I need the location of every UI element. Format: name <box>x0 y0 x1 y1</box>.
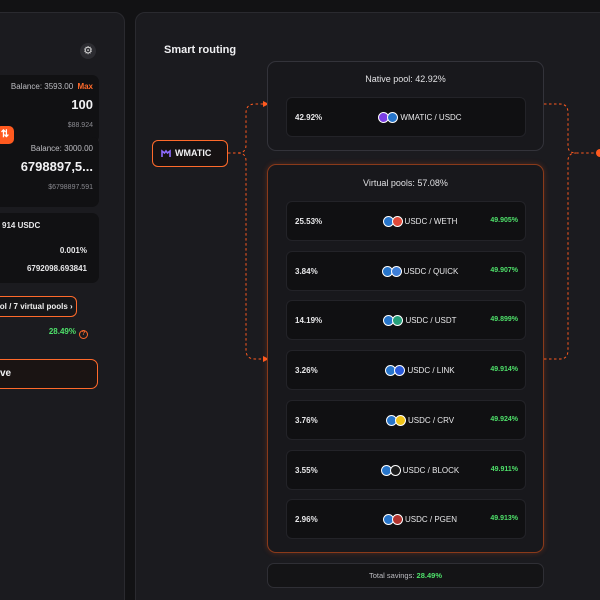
pool-row[interactable]: 2.96% USDC / PGEN 49.913% <box>286 499 526 540</box>
pool-share: 2.96% <box>295 515 318 525</box>
pool-pair: USDC / PGEN <box>365 514 475 526</box>
arrowhead-virtual <box>263 356 269 362</box>
connector-from-native <box>544 103 600 154</box>
exchange-rate: 914 USDC <box>2 221 41 230</box>
pool-share: 42.92% <box>295 113 323 122</box>
route-details-button[interactable]: pool / 7 virtual pools › <box>0 296 77 317</box>
pool-pair-label: USDC / LINK <box>407 366 455 376</box>
pool-share: 3.55% <box>295 465 318 475</box>
token-logo-icon <box>391 514 403 526</box>
savings-value: 28.49% <box>48 327 76 336</box>
connector-to-native <box>228 103 267 154</box>
to-balance-label: Balance: 3000.00 <box>30 144 93 153</box>
savings-row: 28.49%? <box>49 327 88 339</box>
pool-gain: 49.907% <box>490 266 518 274</box>
smart-routing-title: Smart routing <box>164 44 237 56</box>
pool-pair-label: USDC / USDT <box>405 316 457 326</box>
to-usd-value: $6798897.591 <box>48 184 93 191</box>
pool-pair-label: USDC / QUICK <box>403 266 459 276</box>
pool-row[interactable]: 42.92% WMATIC / USDC <box>286 97 526 137</box>
pool-pair-label: WMATIC / USDC <box>400 113 462 122</box>
pool-share: 3.26% <box>295 366 318 376</box>
pool-row[interactable]: 3.55% USDC / BLOCK 49.911% <box>286 449 526 490</box>
from-amount-input[interactable]: 100 <box>71 97 93 112</box>
pool-row[interactable]: 3.84% USDC / QUICK 49.907% <box>286 250 526 291</box>
source-token-pill[interactable]: WMATIC <box>152 140 228 167</box>
pool-pair: USDC / BLOCK <box>365 464 475 476</box>
pool-row[interactable]: 3.76% USDC / CRV 49.924% <box>286 399 526 440</box>
swap-direction-icon[interactable]: ⇅ <box>0 126 14 144</box>
native-pool-box: Native pool: 42.92% 42.92% WMATIC / USDC <box>267 61 544 151</box>
native-pool-title: Native pool: 42.92% <box>365 74 446 84</box>
fee-value: 0.001% <box>59 246 87 255</box>
pool-pair-label: USDC / WETH <box>404 217 458 226</box>
polygon-logo-icon <box>161 149 171 157</box>
swap-details-card: 914 USDC 0.001% 6792098.693841 <box>0 213 99 283</box>
approve-button[interactable]: rove <box>0 359 98 389</box>
pool-gain: 49.924% <box>490 415 518 423</box>
pool-row[interactable]: 25.53% USDC / WETH 49.905% <box>286 201 526 241</box>
pool-pair: USDC / USDT <box>365 315 475 327</box>
pool-pair-label: USDC / PGEN <box>404 515 457 525</box>
token-logo-icon <box>390 265 402 277</box>
from-balance-label: Balance: 3593.00 <box>10 82 74 91</box>
pool-pair-label: USDC / BLOCK <box>402 465 460 475</box>
pool-pair-label: USDC / CRV <box>407 415 455 425</box>
destination-node <box>596 149 600 157</box>
from-usd-value: $88.924 <box>67 122 93 129</box>
pool-share: 25.53% <box>295 217 323 226</box>
swap-panel: ⚙ Balance: 3593.00 Max 100 $88.924 Balan… <box>0 12 125 600</box>
pool-share: 3.84% <box>295 266 318 276</box>
to-amount-output: 6798897,5... <box>20 159 93 174</box>
pool-pair: USDC / LINK <box>365 365 475 377</box>
token-logo-icon <box>387 112 399 123</box>
pool-share: 14.19% <box>295 316 323 326</box>
arrowhead-native <box>263 101 269 107</box>
pool-gain: 49.899% <box>490 316 518 324</box>
token-logo-icon <box>392 315 404 327</box>
token-logo-icon <box>394 365 406 377</box>
virtual-pools-box: Virtual pools: 57.08% 25.53% USDC / WETH 4… <box>267 164 544 553</box>
token-logo-icon <box>394 414 406 426</box>
from-token-card[interactable]: Balance: 3593.00 Max 100 $88.924 <box>0 75 99 143</box>
pool-pair: WMATIC / USDC <box>365 112 475 123</box>
max-button[interactable]: Max <box>77 82 93 91</box>
pool-gain: 49.905% <box>490 217 518 224</box>
pool-pair: USDC / WETH <box>365 216 475 227</box>
virtual-pools-title: Virtual pools: 57.08% <box>363 178 448 188</box>
pool-share: 3.76% <box>295 415 318 425</box>
pool-gain: 49.914% <box>490 366 518 374</box>
to-token-card[interactable]: Balance: 3000.00 6798897,5... $6798897.5… <box>0 137 99 207</box>
connector-from-virtual <box>544 152 577 360</box>
pool-pair: USDC / QUICK <box>365 265 475 277</box>
total-savings-bar: Total savings: 28.49% <box>267 563 544 588</box>
token-logo-icon <box>391 216 403 227</box>
minimum-received-value: 6792098.693841 <box>26 264 87 273</box>
token-logo-icon <box>389 464 401 476</box>
pool-row[interactable]: 14.19% USDC / USDT 49.899% <box>286 300 526 341</box>
total-savings-label: Total savings: <box>369 571 415 580</box>
settings-gear-icon[interactable]: ⚙ <box>80 43 96 59</box>
total-savings-value: 28.49% <box>416 571 442 580</box>
pool-gain: 49.911% <box>490 465 518 473</box>
source-token-label: WMATIC <box>175 148 212 158</box>
connector-to-virtual <box>228 152 267 360</box>
pool-gain: 49.913% <box>490 515 518 523</box>
help-icon[interactable]: ? <box>79 330 88 339</box>
from-balance: Balance: 3593.00 Max <box>11 82 93 91</box>
pool-row[interactable]: 3.26% USDC / LINK 49.914% <box>286 350 526 391</box>
pool-pair: USDC / CRV <box>365 414 475 426</box>
